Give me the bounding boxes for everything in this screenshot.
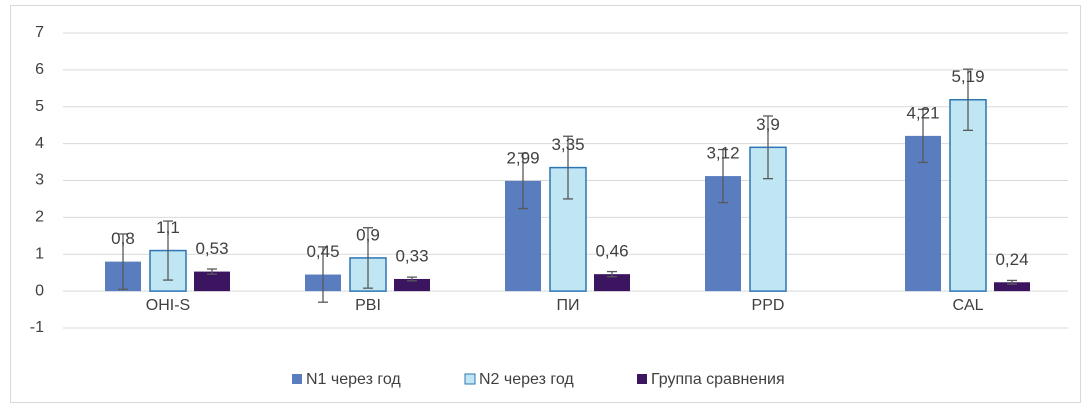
error-bar [607, 270, 617, 278]
legend-label: N2 через год [479, 371, 574, 388]
error-bar [718, 148, 728, 204]
bar [594, 274, 630, 292]
data-label: 2,99 [506, 148, 539, 167]
error-bar [163, 220, 173, 281]
error-bar [918, 108, 928, 164]
data-label: 0,9 [356, 225, 380, 244]
data-label: 0,46 [595, 242, 628, 261]
chart-border [10, 5, 1081, 403]
data-label: 0,33 [395, 246, 428, 265]
bar [994, 282, 1030, 292]
error-bar [1007, 279, 1017, 285]
x-tick-label: OHI-S [146, 297, 190, 314]
error-bar [318, 246, 328, 303]
error-bar [763, 115, 773, 180]
error-bar [563, 135, 573, 200]
error-bar [118, 233, 128, 290]
data-label: 3,12 [706, 144, 739, 163]
y-tick-label: -1 [30, 319, 44, 336]
data-label: 3,9 [756, 115, 780, 134]
legend-marker [637, 374, 647, 384]
y-tick-label: 5 [35, 98, 44, 115]
data-label: 4,21 [906, 103, 939, 122]
y-tick-label: 1 [35, 245, 44, 262]
data-label: 0,53 [195, 239, 228, 258]
error-bar [363, 227, 373, 289]
legend-label: Группа сравнения [651, 371, 785, 388]
y-tick-label: 3 [35, 172, 44, 189]
y-tick-label: 4 [35, 135, 44, 152]
data-label: 3,35 [551, 135, 584, 154]
error-bar [963, 68, 973, 132]
bar [394, 278, 430, 292]
x-tick-label: PPD [752, 297, 785, 314]
bar [549, 166, 587, 292]
x-tick-label: ПИ [557, 297, 580, 314]
error-bar [518, 152, 528, 210]
data-label: 0,45 [306, 242, 339, 261]
x-tick-label: PBI [355, 297, 381, 314]
error-bar [407, 276, 417, 282]
data-label: 5,19 [951, 67, 984, 86]
legend-label: N1 через год [306, 371, 401, 388]
legend-marker [464, 373, 476, 385]
y-tick-label: 7 [35, 24, 44, 41]
bar [949, 98, 987, 292]
data-label: 0,24 [995, 250, 1028, 269]
x-tick-label: CAL [952, 297, 983, 314]
data-label: 0,8 [111, 229, 135, 248]
data-label: 1,1 [156, 218, 180, 237]
error-bar [207, 268, 217, 275]
bar [194, 271, 230, 292]
y-tick-label: 6 [35, 61, 44, 78]
legend-marker [292, 374, 302, 384]
y-tick-label: 2 [35, 209, 44, 226]
y-tick-label: 0 [35, 282, 44, 299]
